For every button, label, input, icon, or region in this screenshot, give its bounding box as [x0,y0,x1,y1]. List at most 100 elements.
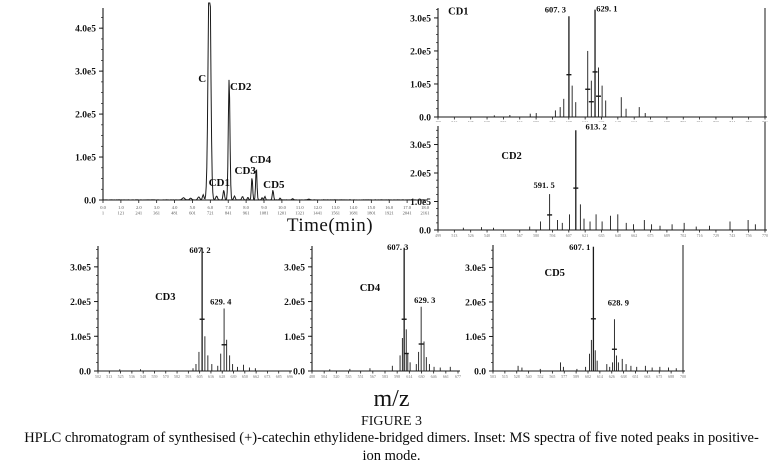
svg-text:0.0: 0.0 [419,227,431,237]
svg-text:1.0e5: 1.0e5 [70,333,91,343]
svg-text:4.0: 4.0 [172,205,178,210]
svg-text:646: 646 [431,374,437,379]
svg-text:1.0e5: 1.0e5 [410,80,431,90]
svg-text:559: 559 [151,374,157,379]
svg-text:525: 525 [118,374,124,379]
svg-text:662: 662 [253,374,259,379]
svg-text:770: 770 [762,233,768,238]
svg-text:3.0e5: 3.0e5 [70,263,91,273]
svg-text:2.0e5: 2.0e5 [70,298,91,308]
svg-text:594: 594 [549,233,555,238]
svg-text:688: 688 [668,374,674,379]
svg-text:8.0: 8.0 [243,205,249,210]
svg-text:16.0: 16.0 [385,205,394,210]
svg-text:2.0: 2.0 [136,205,142,210]
svg-text:607: 607 [566,233,572,238]
svg-text:520: 520 [333,374,339,379]
ms-spectrum-cd2-panel: 3.0e5 2.0e5 1.0e5 0.0 499 513 526 540 553 567 580 5… [395,122,783,238]
svg-text:2.0e5: 2.0e5 [284,298,305,308]
svg-text:488: 488 [309,374,315,379]
svg-text:650: 650 [242,374,248,379]
figure-number: FIGURE 3 [0,414,783,430]
svg-text:4.0e5: 4.0e5 [75,25,96,35]
svg-text:CD5: CD5 [263,179,285,191]
svg-text:540: 540 [484,233,490,238]
svg-text:589: 589 [573,374,579,379]
svg-text:535: 535 [346,374,352,379]
svg-text:15.0: 15.0 [367,205,376,210]
figure-caption-line-2: ion mode. [0,448,783,465]
svg-text:567: 567 [370,374,376,379]
svg-text:241: 241 [135,211,142,216]
svg-text:635: 635 [599,233,605,238]
svg-text:1.0e5: 1.0e5 [75,154,96,164]
svg-text:13.0: 13.0 [332,205,341,210]
svg-text:601: 601 [189,211,196,216]
svg-text:3.0e5: 3.0e5 [284,263,305,273]
svg-text:528: 528 [514,374,520,379]
svg-text:CD1: CD1 [209,177,230,189]
svg-text:CD3: CD3 [155,292,175,303]
ms-spectrum-cd1-panel: 3.0e52.0e51.0e50.04985125255395535665805… [395,0,783,122]
hplc-chromatogram-plot: 4.0e53.0e52.0e51.0e50.00.011.01212.02413… [60,0,440,245]
svg-text:6.0: 6.0 [208,205,214,210]
svg-text:CD2: CD2 [501,151,521,162]
svg-text:598: 598 [394,374,400,379]
svg-text:3.0e5: 3.0e5 [465,264,486,274]
svg-text:513: 513 [106,374,112,379]
svg-text:689: 689 [664,233,670,238]
svg-text:553: 553 [500,233,506,238]
svg-text:577: 577 [561,374,567,379]
svg-text:605: 605 [197,374,203,379]
svg-text:551: 551 [358,374,364,379]
svg-text:12.0: 12.0 [314,205,323,210]
svg-text:583: 583 [382,374,388,379]
svg-text:582: 582 [174,374,180,379]
svg-text:361: 361 [153,211,160,216]
svg-text:629. 1: 629. 1 [596,3,617,13]
svg-text:651: 651 [633,374,639,379]
svg-text:536: 536 [129,374,135,379]
svg-text:0.0: 0.0 [474,368,486,378]
svg-text:502: 502 [95,374,101,379]
svg-text:0.0: 0.0 [84,197,96,207]
svg-text:0.0: 0.0 [79,368,91,378]
svg-text:CD4: CD4 [360,283,381,294]
svg-text:602: 602 [585,374,591,379]
svg-text:607. 1: 607. 1 [569,242,590,252]
svg-text:0.0: 0.0 [100,205,106,210]
ms-spectrum-cd5-plot: 3.0e52.0e51.0e50.0 503 515 528 540 552 565 577 5… [448,240,688,388]
svg-text:591. 5: 591. 5 [534,180,555,190]
svg-text:721: 721 [207,211,214,216]
svg-text:540: 540 [526,374,532,379]
svg-text:607. 3: 607. 3 [545,4,566,14]
svg-text:5.0: 5.0 [190,205,196,210]
svg-text:638: 638 [621,374,627,379]
svg-text:3.0e5: 3.0e5 [75,68,96,78]
svg-text:567: 567 [517,233,523,238]
ms-spectrum-cd4-panel: 3.0e5 2.0e5 1.0e5 0.0 488 504 520 535 551 567 583 5… [268,240,468,388]
svg-text:663: 663 [644,374,650,379]
svg-text:629. 4: 629. 4 [210,296,232,306]
svg-text:11.0: 11.0 [296,205,304,210]
svg-text:702: 702 [680,233,686,238]
svg-text:CD3: CD3 [235,165,257,177]
svg-text:2.0e5: 2.0e5 [410,47,431,57]
svg-text:3.0: 3.0 [154,205,160,210]
svg-text:3.0e5: 3.0e5 [410,141,431,151]
svg-text:565: 565 [549,374,555,379]
svg-text:629. 3: 629. 3 [414,295,435,305]
svg-text:700: 700 [680,374,686,379]
svg-text:CD2: CD2 [230,81,252,93]
svg-text:526: 526 [468,233,474,238]
svg-text:675: 675 [656,374,662,379]
ms-spectrum-cd5-panel: 3.0e5 2.0e5 1.0e5 0.0 503 515 528 540 552 565 577 5… [448,240,688,388]
svg-text:503: 503 [490,374,496,379]
svg-text:630: 630 [419,374,425,379]
svg-text:1.0: 1.0 [118,205,124,210]
svg-text:552: 552 [538,374,544,379]
svg-text:1.0e5: 1.0e5 [284,333,305,343]
svg-text:570: 570 [163,374,169,379]
svg-text:626: 626 [609,374,615,379]
svg-text:756: 756 [746,233,752,238]
